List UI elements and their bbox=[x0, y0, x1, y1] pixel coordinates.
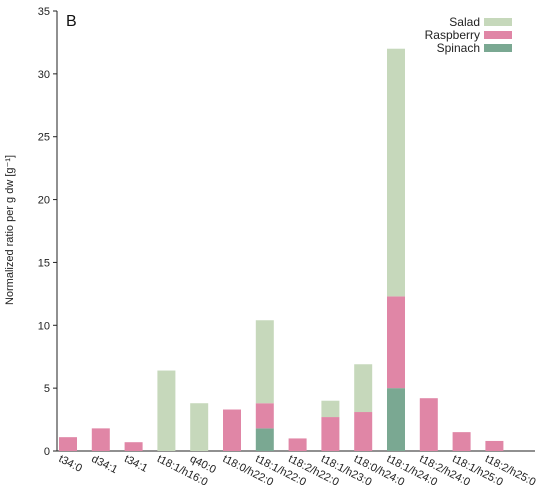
bar-raspberry-12 bbox=[452, 432, 471, 451]
y-tick-label: 30 bbox=[38, 69, 50, 81]
bar-salad-4 bbox=[190, 403, 209, 451]
bar-raspberry-8 bbox=[321, 417, 340, 451]
y-tick-label: 5 bbox=[44, 383, 50, 395]
y-tick-label: 35 bbox=[38, 6, 50, 18]
y-tick-label: 0 bbox=[44, 446, 50, 458]
y-tick-label: 10 bbox=[38, 320, 50, 332]
legend-label-salad: Salad bbox=[449, 15, 480, 29]
bar-salad-3 bbox=[157, 370, 176, 451]
bar-raspberry-11 bbox=[419, 398, 438, 451]
legend-label-spinach: Spinach bbox=[437, 41, 480, 55]
legend-swatch-raspberry bbox=[484, 31, 512, 39]
bar-raspberry-5 bbox=[223, 409, 241, 451]
panel-label: B bbox=[66, 13, 77, 30]
bar-salad-8 bbox=[321, 400, 340, 418]
bars bbox=[59, 48, 504, 451]
bar-raspberry-10 bbox=[387, 296, 405, 389]
bar-raspberry-2 bbox=[124, 442, 143, 451]
legend-label-raspberry: Raspberry bbox=[425, 28, 480, 42]
y-tick-label: 25 bbox=[38, 132, 50, 144]
y-axis-label: Normalized ratio per g dw [g⁻¹] bbox=[4, 155, 16, 305]
bar-salad-6 bbox=[255, 320, 274, 404]
bar-salad-10 bbox=[387, 48, 405, 297]
x-tick-label: d34:1 bbox=[89, 453, 119, 476]
bar-spinach-10 bbox=[387, 388, 405, 451]
bar-raspberry-0 bbox=[59, 437, 77, 451]
bar-raspberry-7 bbox=[288, 438, 307, 451]
bar-raspberry-9 bbox=[354, 412, 373, 451]
bar-raspberry-13 bbox=[485, 440, 504, 451]
bar-raspberry-1 bbox=[91, 428, 110, 451]
legend-swatch-salad bbox=[484, 18, 512, 26]
bar-salad-9 bbox=[354, 364, 373, 413]
axes: 0 5 10 15 20 25 30 35 bbox=[38, 6, 535, 458]
y-tick-label: 20 bbox=[38, 195, 50, 207]
bar-spinach-6 bbox=[255, 428, 274, 451]
bar-raspberry-6 bbox=[255, 403, 274, 429]
x-tick-label: t34:1 bbox=[122, 453, 149, 475]
x-tick-label: t34:0 bbox=[57, 453, 84, 475]
legend-swatch-spinach bbox=[484, 44, 512, 52]
y-tick-label: 15 bbox=[38, 257, 50, 269]
